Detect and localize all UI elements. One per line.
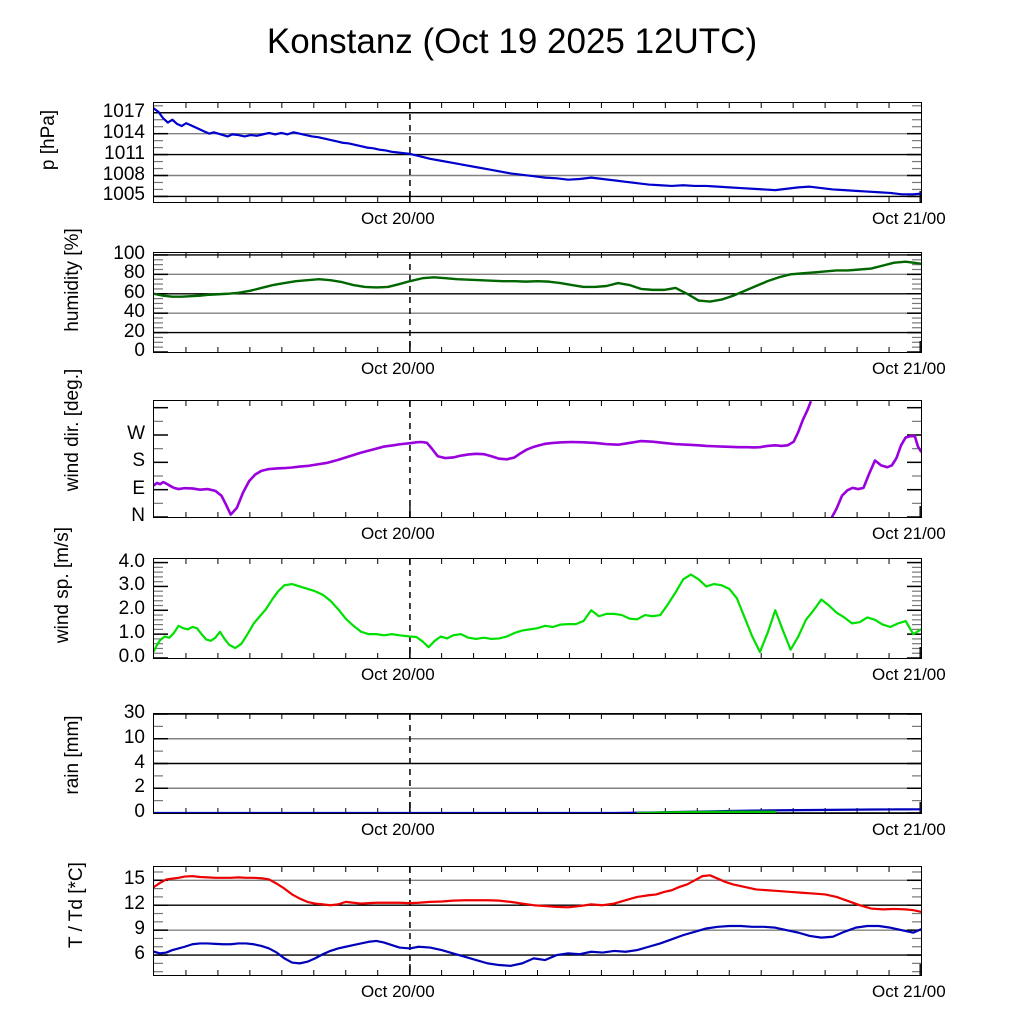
humidity-ytick-label: 20 bbox=[123, 320, 145, 342]
rain-ytick-label: 4 bbox=[134, 751, 145, 773]
pressure-ytick-label: 1005 bbox=[102, 184, 145, 206]
page-title: Konstanz (Oct 19 2025 12UTC) bbox=[266, 22, 758, 61]
wind-direction-xtick-label: Oct 20/00 bbox=[360, 524, 435, 543]
temperature-xtick-label: Oct 21/00 bbox=[872, 982, 946, 1001]
rain-xtick-label: Oct 20/00 bbox=[360, 820, 435, 839]
humidity-xtick-label: Oct 20/00 bbox=[360, 359, 435, 378]
wind-speed-xtick-label: Oct 20/00 bbox=[360, 665, 435, 684]
wind-direction-canvas bbox=[154, 401, 921, 517]
temperature-xtick-label: Oct 20/00 bbox=[360, 982, 435, 1001]
humidity-ytick-label: 0 bbox=[134, 340, 145, 361]
wind-speed-ytick-label: 1.0 bbox=[118, 622, 145, 644]
humidity-ytick-label: 60 bbox=[123, 281, 145, 303]
humidity-ytick-label: 40 bbox=[123, 301, 145, 323]
pressure-ytick-label: 1014 bbox=[102, 121, 145, 143]
pressure-canvas bbox=[154, 103, 921, 202]
plot-rain bbox=[153, 713, 922, 814]
pressure-xtick-label: Oct 21/00 bbox=[872, 209, 946, 228]
pressure-ytick-label: 1008 bbox=[102, 163, 145, 185]
temperature-ytick-label: 6 bbox=[134, 943, 145, 965]
rain-ytick-label: 10 bbox=[123, 726, 145, 748]
rain-canvas bbox=[154, 714, 921, 813]
wind-speed-xtick-label: Oct 21/00 bbox=[872, 665, 946, 684]
rain-ytick-label: 2 bbox=[134, 776, 145, 798]
temperature-ytick-label: 9 bbox=[134, 918, 145, 940]
wind-direction-ytick-label: E bbox=[132, 477, 145, 499]
temperature-canvas bbox=[154, 867, 921, 975]
wind-speed-ytick-label: 0.0 bbox=[118, 646, 145, 667]
wind-speed-ytick-label: 3.0 bbox=[118, 574, 145, 596]
wind-speed-ytick-label: 4.0 bbox=[118, 550, 145, 572]
plot-wind-speed bbox=[153, 558, 922, 659]
plot-wind-direction bbox=[153, 400, 922, 518]
wind-direction-xtick-label: Oct 21/00 bbox=[872, 524, 946, 543]
pressure-xtick-label: Oct 20/00 bbox=[360, 209, 435, 228]
temperature-ytick-label: 15 bbox=[123, 868, 145, 890]
wind-speed-ytick-label: 2.0 bbox=[118, 598, 145, 620]
pressure-ytick-label: 1017 bbox=[102, 100, 145, 122]
pressure-ytick-label: 1011 bbox=[104, 142, 145, 164]
rain-ytick-label: 0 bbox=[134, 801, 145, 822]
wind-speed-canvas bbox=[154, 559, 921, 658]
temperature-ytick-label: 12 bbox=[123, 893, 145, 915]
wind-direction-ytick-label: S bbox=[132, 450, 145, 472]
plot-temperature bbox=[153, 866, 922, 976]
humidity-ytick-label: 100 bbox=[113, 242, 145, 264]
plot-pressure bbox=[153, 102, 922, 203]
humidity-canvas bbox=[154, 253, 921, 352]
wind-direction-ytick-label: N bbox=[131, 505, 145, 526]
rain-ytick-label: 30 bbox=[123, 702, 145, 723]
wind-direction-ytick-label: W bbox=[127, 423, 145, 444]
rain-xtick-label: Oct 21/00 bbox=[872, 820, 946, 839]
humidity-ytick-label: 80 bbox=[123, 262, 145, 284]
humidity-xtick-label: Oct 21/00 bbox=[872, 359, 946, 378]
plot-humidity bbox=[153, 252, 922, 353]
